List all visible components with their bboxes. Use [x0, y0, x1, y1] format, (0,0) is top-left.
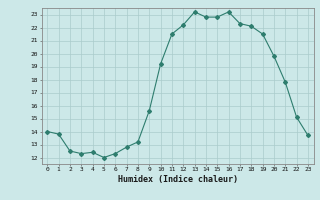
X-axis label: Humidex (Indice chaleur): Humidex (Indice chaleur) — [118, 175, 237, 184]
